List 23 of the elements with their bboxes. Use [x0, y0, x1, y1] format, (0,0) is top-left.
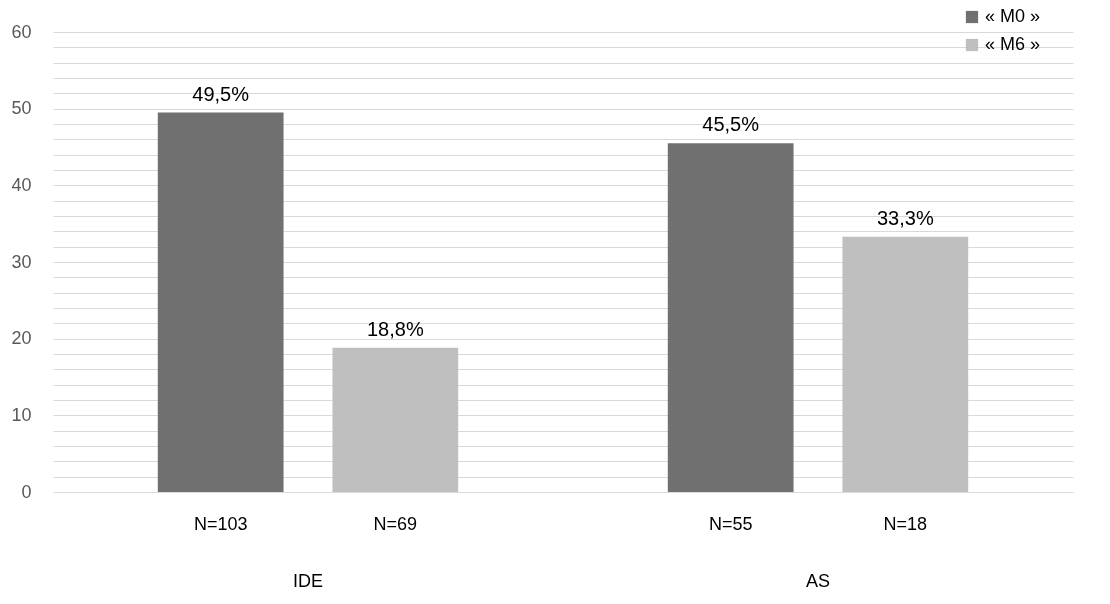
data-label: 33,3%: [876, 206, 934, 229]
legend-label: « M0 »: [985, 6, 1041, 26]
bar: [667, 143, 794, 492]
text: N=18: [883, 514, 928, 534]
y-tick-label: 60: [11, 21, 32, 42]
bar: [157, 112, 284, 492]
y-tick-label: 0: [21, 481, 32, 502]
x-tick-label: IDE: [292, 570, 324, 591]
y-tick-label: 20: [11, 328, 32, 349]
data-label: 45,5%: [702, 113, 760, 136]
data-label: 49,5%: [192, 82, 250, 105]
y-tick-label: 30: [11, 251, 32, 272]
data-label: 18,8%: [366, 317, 424, 340]
bar: [332, 347, 459, 492]
y-tick-label: 40: [11, 174, 32, 195]
text: N=69: [373, 514, 418, 534]
text: N=103: [193, 514, 248, 534]
text: N=55: [708, 514, 753, 534]
bar: [842, 236, 969, 492]
x-tick-label: AS: [805, 570, 831, 591]
y-tick-label: 10: [11, 404, 32, 425]
legend-label: « M6 »: [985, 34, 1041, 54]
y-tick-label: 50: [11, 98, 32, 119]
